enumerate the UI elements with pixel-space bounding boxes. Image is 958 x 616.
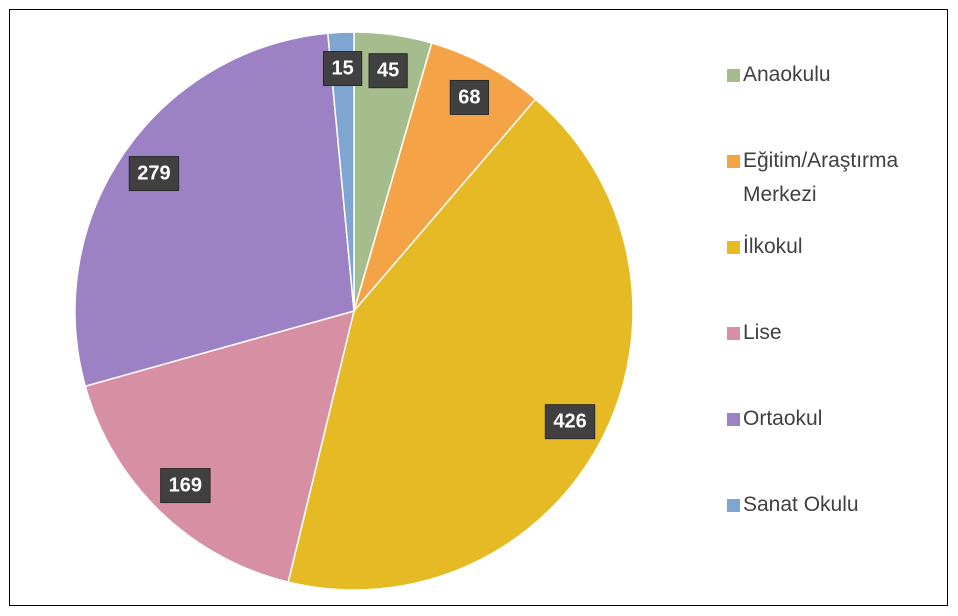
legend-label: Anaokulu bbox=[743, 63, 831, 86]
legend-item: Eğitim/Araştırma Merkezi bbox=[727, 144, 952, 230]
legend-swatch bbox=[727, 69, 740, 82]
data-labels: 45 68 426 169 279 15 bbox=[128, 51, 596, 504]
legend-swatch bbox=[727, 413, 740, 426]
data-label: 15 bbox=[322, 51, 363, 87]
legend-swatch bbox=[727, 241, 740, 254]
data-label: 45 bbox=[368, 53, 408, 89]
label-text: 15 bbox=[331, 58, 353, 80]
label-box bbox=[449, 79, 490, 115]
legend-label: Sanat Okulu bbox=[743, 493, 859, 516]
label-text: 169 bbox=[169, 475, 202, 497]
legend-item: Sanat Okulu bbox=[727, 488, 952, 574]
legend-swatch bbox=[727, 327, 740, 340]
legend-label: İlkokul bbox=[743, 235, 803, 258]
slice bbox=[353, 42, 537, 312]
data-label: 279 bbox=[128, 156, 180, 192]
label-text: 426 bbox=[553, 411, 586, 433]
slice bbox=[326, 31, 355, 312]
slice bbox=[84, 309, 356, 584]
data-label: 68 bbox=[449, 79, 490, 115]
legend: Anaokulu Eğitim/Araştırma Merkezi İlkokul L… bbox=[727, 58, 952, 574]
label-text: 68 bbox=[458, 86, 480, 108]
slice bbox=[74, 32, 355, 388]
legend-label: Ortaokul bbox=[743, 407, 823, 430]
legend-label: Lise bbox=[743, 321, 782, 344]
legend-swatch bbox=[727, 499, 740, 512]
legend-item: Lise bbox=[727, 316, 952, 402]
legend-item: Ortaokul bbox=[727, 402, 952, 488]
slice bbox=[287, 98, 634, 591]
label-box bbox=[368, 53, 408, 89]
data-label: 426 bbox=[544, 404, 596, 440]
frame bbox=[9, 9, 948, 606]
legend-swatch bbox=[727, 155, 740, 168]
label-box bbox=[544, 404, 596, 440]
label-box bbox=[322, 51, 363, 87]
label-text: 279 bbox=[137, 163, 170, 185]
label-box bbox=[128, 156, 180, 192]
label-text: 45 bbox=[377, 60, 399, 82]
data-label: 169 bbox=[160, 468, 211, 504]
legend-label: Eğitim/Araştırma Merkezi bbox=[743, 149, 899, 206]
label-box bbox=[160, 468, 211, 504]
legend-item: Anaokulu bbox=[727, 58, 952, 144]
legend-item: İlkokul bbox=[727, 230, 952, 316]
pie bbox=[74, 31, 634, 591]
